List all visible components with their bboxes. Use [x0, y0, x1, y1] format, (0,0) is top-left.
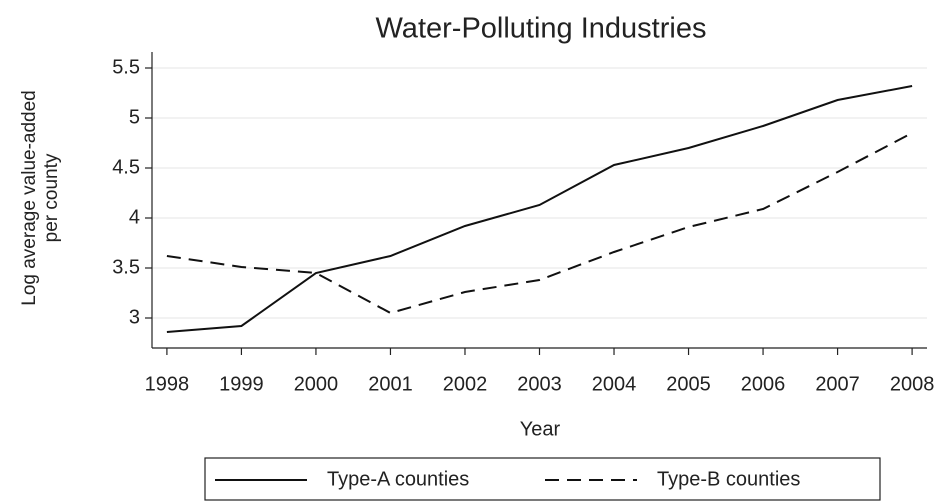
legend-label: Type-B counties — [657, 468, 800, 490]
y-tick-label: 5.5 — [112, 56, 140, 78]
chart-title: Water-Polluting Industries — [376, 13, 707, 45]
y-tick-label: 4 — [129, 206, 140, 228]
legend-label: Type-A counties — [327, 468, 469, 490]
x-tick-label: 2003 — [517, 373, 562, 395]
x-tick-label: 2007 — [815, 373, 860, 395]
y-tick-label: 5 — [129, 106, 140, 128]
y-axis-label: Log average value-added — [19, 90, 40, 306]
data-line — [166, 85, 913, 333]
y-tick-label: 3.5 — [112, 256, 140, 278]
x-tick-label: 2002 — [443, 373, 488, 395]
legend-box — [204, 457, 881, 501]
x-tick-label: 2005 — [666, 373, 711, 395]
x-tick-label: 2006 — [741, 373, 786, 395]
x-tick-label: 1998 — [145, 373, 190, 395]
x-axis-label: Year — [520, 418, 561, 440]
data-line — [166, 132, 913, 315]
x-tick-label: 2008 — [890, 373, 935, 395]
x-tick-label: 2001 — [368, 373, 413, 395]
x-tick-label: 1999 — [219, 373, 264, 395]
x-tick-label: 2000 — [294, 373, 339, 395]
x-tick-label: 2004 — [592, 373, 637, 395]
y-tick-label: 3 — [129, 306, 140, 328]
y-tick-label: 4.5 — [112, 156, 140, 178]
y-axis-label: per county — [41, 153, 62, 242]
